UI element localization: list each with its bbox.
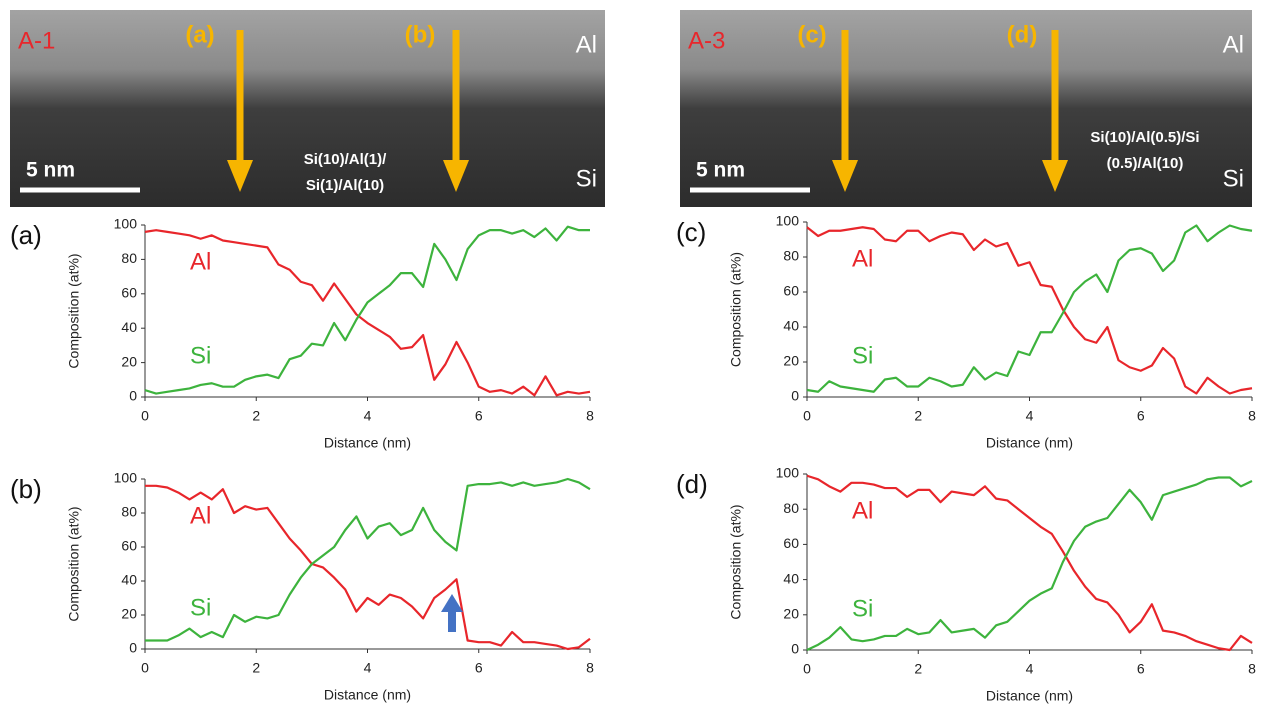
tem-image xyxy=(680,10,1252,207)
x-tick-label: 8 xyxy=(1248,408,1256,424)
x-tick-label: 8 xyxy=(1248,661,1256,677)
position-marker: (b) xyxy=(405,21,436,48)
x-tick-label: 0 xyxy=(141,408,149,424)
y-axis-label: Composition (at%) xyxy=(728,504,744,619)
y-tick-label: 40 xyxy=(783,318,799,334)
series-label: Al xyxy=(852,245,873,272)
x-tick-label: 0 xyxy=(141,660,149,676)
arrow-head xyxy=(443,160,469,192)
y-tick-label: 40 xyxy=(121,319,137,335)
data-line xyxy=(806,476,1253,651)
x-axis-label: Distance (nm) xyxy=(324,687,411,703)
x-tick-label: 6 xyxy=(1137,408,1145,424)
tem-image xyxy=(10,10,605,207)
layer-label: Si xyxy=(576,165,597,192)
x-tick-label: 2 xyxy=(914,661,922,677)
annotation-arrow-shaft xyxy=(448,608,456,632)
x-tick-label: 2 xyxy=(252,408,260,424)
y-tick-label: 60 xyxy=(121,538,137,554)
data-line xyxy=(806,224,1253,393)
data-line xyxy=(806,474,1253,652)
sample-label: A-1 xyxy=(18,27,55,54)
data-line xyxy=(145,484,591,651)
y-tick-label: 80 xyxy=(783,500,799,516)
data-line xyxy=(144,225,590,395)
x-tick-label: 8 xyxy=(586,660,594,676)
x-tick-label: 8 xyxy=(586,408,594,424)
panel-label: (c) xyxy=(676,217,706,247)
series-label: Si xyxy=(190,342,211,369)
arrow-head xyxy=(227,160,253,192)
series-label: Si xyxy=(190,594,211,621)
y-tick-label: 0 xyxy=(791,388,799,404)
series-label: Al xyxy=(190,248,211,275)
series-label: Si xyxy=(852,342,873,369)
series-label: Al xyxy=(852,497,873,524)
x-tick-label: 4 xyxy=(364,408,372,424)
series-label: Al xyxy=(190,502,211,529)
y-axis-label: Composition (at%) xyxy=(66,253,82,368)
y-tick-label: 60 xyxy=(121,285,137,301)
y-tick-label: 100 xyxy=(114,216,138,232)
y-tick-label: 60 xyxy=(783,535,799,551)
data-line xyxy=(144,229,591,397)
position-marker: (d) xyxy=(1007,21,1038,48)
arrow-head xyxy=(1042,160,1068,192)
y-tick-label: 20 xyxy=(783,606,799,622)
y-tick-label: 100 xyxy=(776,465,800,481)
y-axis-label: Composition (at%) xyxy=(728,252,744,367)
x-tick-label: 0 xyxy=(803,408,811,424)
layer-label: Al xyxy=(1223,31,1244,58)
scale-label: 5 nm xyxy=(26,159,75,182)
position-marker: (a) xyxy=(185,21,214,48)
y-tick-label: 0 xyxy=(129,388,137,404)
y-tick-label: 100 xyxy=(114,470,138,486)
x-tick-label: 4 xyxy=(1026,408,1034,424)
x-tick-label: 2 xyxy=(914,408,922,424)
structure-label: (0.5)/Al(10) xyxy=(1107,155,1184,172)
y-tick-label: 40 xyxy=(783,570,799,586)
layer-label: Si xyxy=(1223,165,1244,192)
y-tick-label: 80 xyxy=(121,250,137,266)
y-axis-label: Composition (at%) xyxy=(66,506,82,621)
x-tick-label: 0 xyxy=(803,661,811,677)
structure-label: Si(1)/Al(10) xyxy=(306,177,384,194)
y-tick-label: 40 xyxy=(121,572,137,588)
annotation-arrow-head xyxy=(441,594,463,612)
data-line xyxy=(806,226,1253,395)
x-axis-label: Distance (nm) xyxy=(986,435,1073,451)
x-tick-label: 6 xyxy=(1137,661,1145,677)
y-tick-label: 80 xyxy=(121,504,137,520)
x-tick-label: 4 xyxy=(1026,661,1034,677)
series-label: Si xyxy=(852,595,873,622)
y-tick-label: 0 xyxy=(791,641,799,657)
x-axis-label: Distance (nm) xyxy=(324,435,411,451)
sample-label: A-3 xyxy=(688,27,725,54)
panel-label: (a) xyxy=(10,220,42,250)
y-tick-label: 20 xyxy=(121,353,137,369)
y-tick-label: 20 xyxy=(783,353,799,369)
x-tick-label: 2 xyxy=(252,660,260,676)
position-marker: (c) xyxy=(797,21,826,48)
structure-label: Si(10)/Al(1)/ xyxy=(304,151,387,168)
x-tick-label: 4 xyxy=(364,660,372,676)
scale-label: 5 nm xyxy=(696,159,745,182)
panel-label: (b) xyxy=(10,474,42,504)
y-tick-label: 20 xyxy=(121,606,137,622)
y-tick-label: 60 xyxy=(783,283,799,299)
panel-label: (d) xyxy=(676,469,708,499)
data-line xyxy=(145,477,591,642)
x-axis-label: Distance (nm) xyxy=(986,688,1073,704)
x-tick-label: 6 xyxy=(475,408,483,424)
x-tick-label: 6 xyxy=(475,660,483,676)
y-tick-label: 100 xyxy=(776,213,800,229)
layer-label: Al xyxy=(576,31,597,58)
y-tick-label: 0 xyxy=(129,640,137,656)
structure-label: Si(10)/Al(0.5)/Si xyxy=(1090,129,1199,146)
y-tick-label: 80 xyxy=(783,248,799,264)
arrow-head xyxy=(832,160,858,192)
